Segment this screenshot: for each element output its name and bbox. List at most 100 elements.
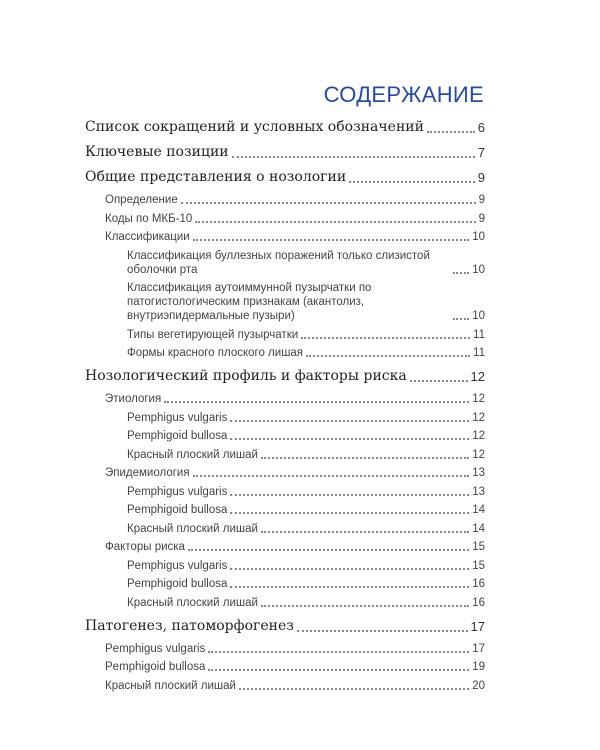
toc-page-number: 14 xyxy=(472,522,485,535)
toc-entry[interactable]: Ключевые позиции 7 xyxy=(85,136,485,161)
toc-page-number: 10 xyxy=(472,310,485,322)
toc-entry[interactable]: Pemphigoid bullosa 12 xyxy=(127,425,485,444)
toc-entry[interactable]: Нозологический профиль и факторы риска 12 xyxy=(85,360,485,385)
toc-page-number: 16 xyxy=(472,578,485,590)
toc-page-number: 20 xyxy=(472,679,485,692)
toc-page-number: 13 xyxy=(472,467,485,479)
toc-entry[interactable]: Pemphigus vulgaris 12 xyxy=(127,406,485,425)
toc-page-number: 17 xyxy=(470,618,485,634)
toc-entry-label: Pemphigus vulgaris xyxy=(105,642,206,655)
dot-leader xyxy=(192,475,470,477)
toc-entry[interactable]: Pemphigus vulgaris 15 xyxy=(127,554,485,573)
toc-page-number: 16 xyxy=(472,596,485,609)
toc-page-number: 11 xyxy=(473,328,485,341)
dot-leader xyxy=(230,567,470,570)
toc-entry-label: Pemphigoid bullosa xyxy=(127,430,228,442)
toc-entry[interactable]: Этиология 12 xyxy=(105,385,485,406)
toc-entry[interactable]: Pemphigoid bullosa 16 xyxy=(127,573,485,592)
toc-page-number: 14 xyxy=(472,504,485,516)
toc-page-number: 9 xyxy=(477,170,485,185)
toc-entry[interactable]: Типы вегетирующей пузырчатки 11 xyxy=(127,323,485,342)
toc-entry-label: Pemphigoid bullosa xyxy=(127,504,228,516)
toc-page-number: 12 xyxy=(472,411,485,424)
page-title: СОДЕРЖАНИЕ xyxy=(323,82,484,107)
toc-entry[interactable]: Красный плоский лишай 12 xyxy=(127,443,485,462)
dot-leader xyxy=(260,456,470,459)
toc-entry[interactable]: Красный плоский лишай 16 xyxy=(127,591,485,610)
toc-page-number: 6 xyxy=(477,120,485,135)
dot-leader xyxy=(260,530,470,533)
dot-leader xyxy=(164,401,470,403)
toc-entry-label: Список сокращений и условных обозначений xyxy=(85,119,424,135)
toc-entry[interactable]: Факторы риска 15 xyxy=(105,536,485,555)
toc-entry-label: Красный плоский лишай xyxy=(127,448,258,461)
toc-page-number: 17 xyxy=(472,642,485,655)
toc-entry[interactable]: Красный плоский лишай 14 xyxy=(127,517,485,536)
toc-entry[interactable]: Классификация аутоиммунной пузырчатки по… xyxy=(127,277,485,324)
toc-entry-label: Коды по МКБ-10 xyxy=(105,212,193,225)
toc-page-number: 12 xyxy=(472,393,485,405)
toc-page-number: 10 xyxy=(472,231,485,243)
table-of-contents: Список сокращений и условных обозначений… xyxy=(85,111,485,693)
toc-entry[interactable]: Формы красного плоского лишая 11 xyxy=(127,342,485,361)
dot-leader xyxy=(231,156,475,158)
toc-entry-label: Красный плоский лишай xyxy=(127,596,258,609)
toc-entry[interactable]: Эпидемиология 13 xyxy=(105,462,485,481)
toc-entry[interactable]: Красный плоский лишай 20 xyxy=(105,674,485,693)
toc-entry-label: Патогенез, патоморфогенез xyxy=(85,617,294,634)
toc-entry[interactable]: Определение 9 xyxy=(105,186,485,207)
toc-entry[interactable]: Общие представления о нозологии 9 xyxy=(85,161,485,186)
dot-leader xyxy=(180,202,476,204)
dot-leader xyxy=(296,629,468,632)
toc-entry-label: Pemphigus vulgaris xyxy=(127,559,228,572)
toc-entry-label: Красный плоский лишай xyxy=(127,522,258,535)
toc-entry[interactable]: Коды по МКБ-10 9 xyxy=(105,207,485,226)
dot-leader xyxy=(453,271,470,274)
dot-leader xyxy=(260,604,470,607)
toc-entry[interactable]: Патогенез, патоморфогенез 17 xyxy=(85,610,485,635)
toc-entry-label: Классификация аутоиммунной пузырчатки по… xyxy=(127,282,372,322)
dot-leader xyxy=(426,131,475,133)
toc-entry-label: Факторы риска xyxy=(105,541,185,553)
dot-leader xyxy=(208,669,470,671)
dot-leader xyxy=(192,239,470,241)
dot-leader xyxy=(301,336,471,339)
toc-entry[interactable]: Pemphigoid bullosa 14 xyxy=(127,499,485,518)
toc-page-number: 12 xyxy=(472,448,485,461)
toc-entry-label: Pemphigus vulgaris xyxy=(127,411,228,424)
toc-entry-label: Ключевые позиции xyxy=(85,144,229,160)
toc-entry[interactable]: Pemphigus vulgaris 17 xyxy=(105,635,485,656)
dot-leader xyxy=(409,380,468,382)
toc-entry-label: Pemphigoid bullosa xyxy=(127,578,228,590)
toc-entry[interactable]: Классификации 10 xyxy=(105,226,485,245)
toc-page-number: 15 xyxy=(472,541,485,553)
toc-entry[interactable]: Классификация буллезных поражений только… xyxy=(127,244,485,277)
dot-leader xyxy=(230,586,470,588)
toc-entry-label: Типы вегетирующей пузырчатки xyxy=(127,328,299,341)
dot-leader xyxy=(195,220,476,223)
toc-entry-label: Pemphigus vulgaris xyxy=(127,485,228,498)
toc-page-number: 12 xyxy=(470,369,485,384)
toc-entry-label: Классификация буллезных поражений только… xyxy=(127,249,430,276)
dot-leader xyxy=(238,687,470,690)
toc-entry[interactable]: Список сокращений и условных обозначений… xyxy=(85,111,485,136)
toc-page-number: 9 xyxy=(478,212,485,225)
toc-page-number: 12 xyxy=(472,430,485,442)
dot-leader xyxy=(230,419,470,422)
toc-page-number: 11 xyxy=(473,347,485,359)
dot-leader xyxy=(349,181,475,183)
toc-entry[interactable]: Pemphigus vulgaris 13 xyxy=(127,480,485,499)
toc-entry-label: Формы красного плоского лишая xyxy=(127,347,304,359)
toc-entry[interactable]: Pemphigoid bullosa 19 xyxy=(105,656,485,675)
toc-page-number: 9 xyxy=(478,194,485,206)
dot-leader xyxy=(230,438,470,440)
toc-page-number: 10 xyxy=(472,263,485,276)
toc-entry-label: Общие представления о нозологии xyxy=(85,169,347,185)
toc-entry-label: Pemphigoid bullosa xyxy=(105,661,206,673)
dot-leader xyxy=(187,549,470,551)
toc-page-number: 19 xyxy=(472,661,485,673)
dot-leader xyxy=(208,650,470,653)
toc-entry-label: Эпидемиология xyxy=(105,467,190,479)
dot-leader xyxy=(306,355,471,357)
toc-entry-label: Определение xyxy=(105,194,178,206)
